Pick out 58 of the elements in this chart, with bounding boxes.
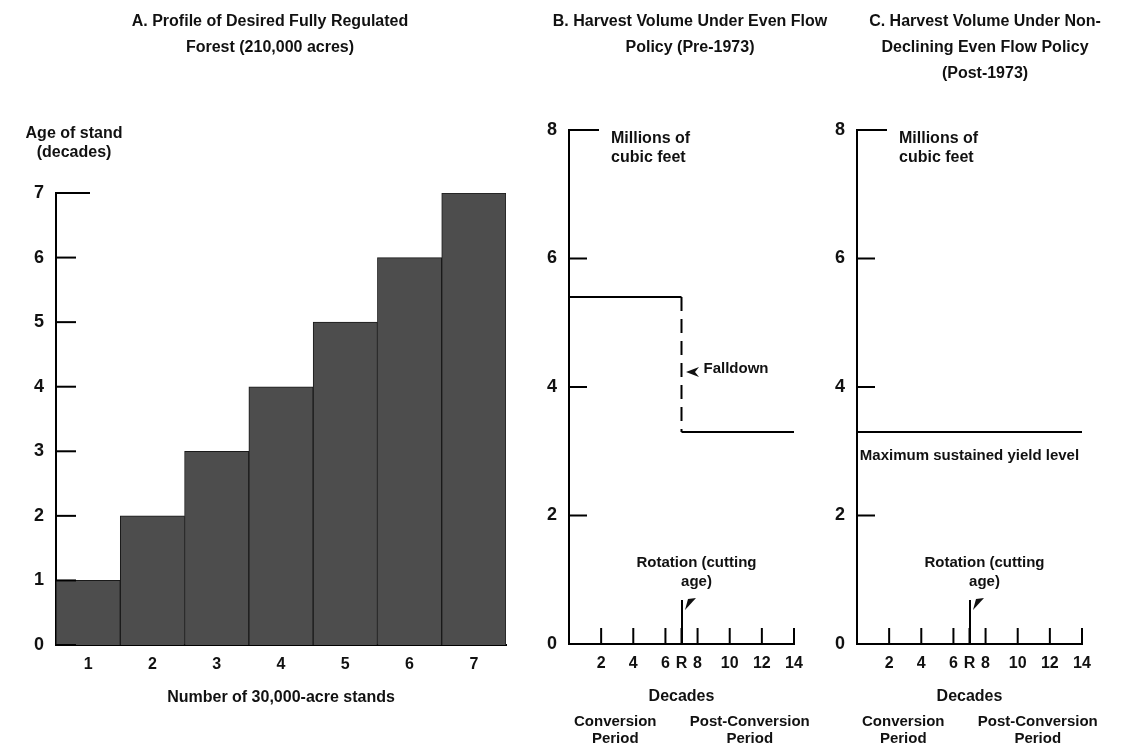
y-tick-label: 6 xyxy=(546,247,557,268)
y-tick-label: 2 xyxy=(834,504,845,525)
x-tick-label: 8 xyxy=(693,654,703,672)
annotation: Rotation (cutting age) xyxy=(923,552,1046,590)
text: Post-Conversion Period xyxy=(688,712,811,746)
y-tick-label: 6 xyxy=(33,246,44,267)
y-tick-label: 6 xyxy=(834,247,845,268)
y-tick-label: 8 xyxy=(546,118,557,139)
y-tick-label: 4 xyxy=(834,375,845,396)
y-tick-label: 3 xyxy=(33,440,44,461)
text: Conversion Period xyxy=(861,712,946,746)
y-tick-label: 8 xyxy=(834,118,845,139)
x-axis-title: Decades xyxy=(936,687,1003,704)
y-axis-title: Age of stand (decades) xyxy=(25,124,123,160)
x-axis-title: Decades xyxy=(648,687,715,704)
y-tick-label: 7 xyxy=(33,181,44,202)
y-tick-label: 0 xyxy=(834,632,845,653)
y-tick-label: 0 xyxy=(546,632,557,653)
x-tick-label: R xyxy=(963,654,976,672)
x-axis-title: Number of 30,000-acre stands xyxy=(167,688,395,705)
annotation: Rotation (cutting age) xyxy=(635,552,758,590)
x-tick-label: 14 xyxy=(785,654,803,672)
y-tick-label: 4 xyxy=(546,375,557,396)
x-tick-label: 2 xyxy=(596,654,606,672)
y-tick-label: 2 xyxy=(546,504,557,525)
x-tick-label: 2 xyxy=(147,655,157,673)
x-tick-label: 4 xyxy=(916,654,926,672)
x-tick-label: 6 xyxy=(660,654,670,672)
x-tick-label: R xyxy=(675,654,688,672)
x-tick-label: 2 xyxy=(884,654,894,672)
text: Post-Conversion Period xyxy=(976,712,1099,746)
annotation: Falldown xyxy=(703,357,769,377)
y-tick-label: 0 xyxy=(33,633,44,654)
x-tick-label: 1 xyxy=(83,655,93,673)
x-tick-label: 12 xyxy=(752,654,771,672)
x-tick-label: 7 xyxy=(469,655,479,673)
text: Conversion Period xyxy=(573,712,658,746)
x-tick-label: 4 xyxy=(628,654,638,672)
x-tick-label: 3 xyxy=(212,655,222,673)
x-tick-label: 6 xyxy=(948,654,958,672)
x-tick-label: 10 xyxy=(720,654,739,672)
y-tick-label: 5 xyxy=(33,311,44,332)
y-tick-label: 2 xyxy=(33,504,44,525)
y-tick-label: 1 xyxy=(33,569,44,590)
x-tick-label: 5 xyxy=(340,655,350,673)
y-tick-label: 4 xyxy=(33,375,44,396)
x-tick-label: 14 xyxy=(1073,654,1091,672)
x-tick-label: 8 xyxy=(981,654,991,672)
chart-title: A. Profile of Desired Fully Regulated Forest (210,000 acres) xyxy=(130,11,410,57)
x-tick-label: 12 xyxy=(1040,654,1059,672)
chart-title: B. Harvest Volume Under Even Flow Policy (Pre-1973) xyxy=(551,11,829,57)
y-axis-title: Millions of cubic feet xyxy=(899,129,979,165)
chart-title: C. Harvest Volume Under Non-Declining Even Flow Policy (Post-1973) xyxy=(868,11,1102,83)
y-axis-title: Millions of cubic feet xyxy=(611,129,691,165)
x-tick-label: 10 xyxy=(1008,654,1027,672)
x-tick-label: 6 xyxy=(405,655,415,673)
annotation: Maximum sustained yield level xyxy=(859,444,1080,465)
x-tick-label: 4 xyxy=(276,655,286,673)
